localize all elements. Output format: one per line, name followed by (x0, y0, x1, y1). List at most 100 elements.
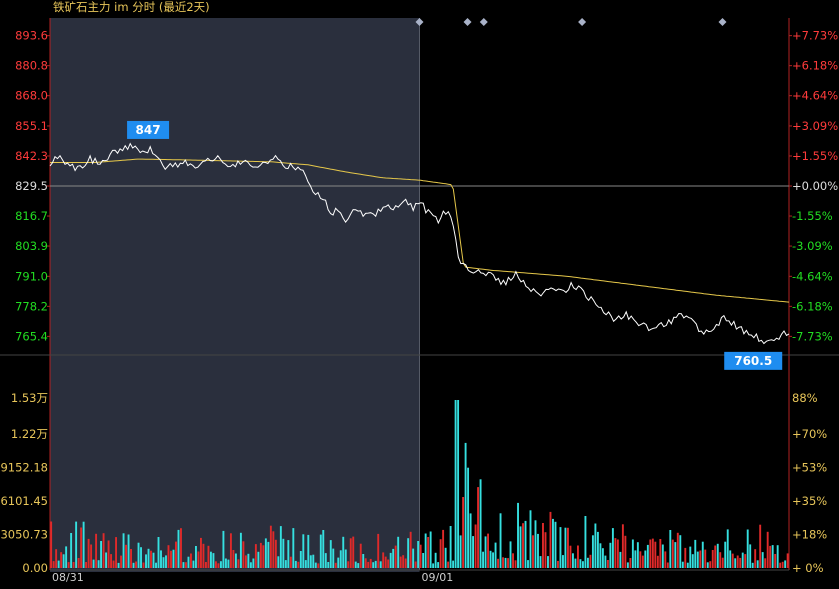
event-marker-icon (463, 18, 472, 26)
volume-bar (62, 554, 65, 568)
volume-bar (731, 553, 734, 568)
price-lines (49, 142, 790, 345)
volume-bar (329, 540, 332, 568)
volume-bar (736, 555, 739, 568)
volume-bar (784, 560, 787, 568)
volume-bar (279, 526, 282, 568)
volume-bar (714, 545, 717, 568)
volume-bar (636, 542, 639, 568)
volume-bar (304, 560, 307, 568)
volume-bar (634, 550, 637, 568)
volume-bar (497, 558, 499, 568)
volume-bar (759, 524, 762, 568)
volume-bar (112, 560, 115, 568)
volume-bar (257, 551, 260, 568)
volume-bar (616, 539, 619, 568)
volume-bar (429, 531, 432, 568)
volume-bar (559, 527, 562, 568)
volume-bar (137, 542, 140, 568)
volume-bar (232, 550, 235, 568)
volume-bar (212, 553, 215, 568)
volume-bar (394, 545, 397, 568)
volume-bar (482, 551, 485, 568)
volume-bar (532, 535, 534, 568)
volume-bar (417, 541, 420, 568)
volume-bar (562, 555, 564, 568)
volume-bar (65, 546, 68, 568)
volume-bar (374, 560, 377, 568)
prior-session-area (50, 18, 420, 572)
volume-bar (719, 552, 722, 568)
volume-pct-label: +70% (792, 427, 827, 441)
volume-bar (70, 533, 73, 568)
volume-bar (741, 552, 744, 568)
volume-bar (187, 556, 190, 568)
price-tick-label: 829.5 (15, 179, 48, 193)
volume-bar (362, 554, 365, 568)
volume-bar (67, 562, 70, 568)
volume-bar (115, 537, 118, 568)
price-badge (127, 120, 170, 139)
volume-bar (571, 553, 574, 568)
event-marker-icon (479, 18, 488, 26)
volume-bar (432, 563, 435, 568)
pct-tick-label: -1.55% (792, 209, 833, 223)
volume-bar (626, 562, 629, 568)
volume-bar (399, 556, 402, 568)
volume-bar (354, 561, 357, 568)
volume-bar (262, 545, 265, 568)
volume-bar (317, 563, 320, 568)
volume-bar (504, 557, 507, 568)
volume-bar (364, 558, 367, 568)
volume-bar (267, 541, 270, 568)
volume-bar (102, 533, 105, 568)
volume-bar (244, 555, 247, 568)
volume-bar (277, 556, 280, 568)
volume-pct-label: +53% (792, 461, 827, 475)
volume-bar (666, 562, 669, 568)
volume-bar (167, 545, 170, 568)
volume-bar (764, 558, 767, 568)
volume-bar (434, 552, 437, 568)
volume-bar (152, 552, 155, 568)
volume-bar (334, 562, 337, 568)
volume-bar (472, 536, 475, 568)
volume-bar (135, 561, 137, 568)
volume-bar (654, 541, 657, 568)
volume-bar (724, 541, 727, 568)
volume-bar (192, 560, 195, 568)
volume-bar (274, 539, 277, 568)
volume-bar (142, 562, 145, 568)
volume-bar (337, 557, 340, 568)
volume-bar (527, 560, 529, 568)
volume-bar (716, 543, 719, 568)
volume-tick-label: 1.22万 (11, 427, 48, 441)
volume-bar (729, 550, 732, 568)
prior-session-shade (50, 18, 420, 572)
volume-bar (214, 561, 217, 568)
volume-bar (557, 560, 559, 568)
axis-labels: 893.6 +7.73% 880.8 +6.18% 868.0 +4.64% 855.1 +3… (0, 29, 838, 584)
volume-bar (92, 559, 95, 568)
volume-bar (594, 523, 597, 568)
volume-tick-label: 6101.45 (0, 494, 48, 508)
volume-bar (302, 534, 305, 568)
volume-bar (242, 541, 245, 568)
volume-bar (499, 513, 502, 568)
volume-bar (464, 442, 467, 568)
volume-bar (125, 544, 127, 568)
volume-bar (549, 511, 552, 568)
volume-bar (314, 562, 317, 568)
price-tick-label: 816.7 (15, 209, 48, 223)
event-marker-icon (718, 18, 727, 26)
volume-bar (219, 561, 222, 568)
volume-bar (207, 545, 210, 568)
volume-bar (704, 549, 707, 568)
pct-tick-label: +4.64% (792, 89, 838, 103)
volume-bar (249, 562, 252, 568)
volume-bar (669, 530, 672, 568)
volume-bar (502, 557, 504, 568)
volume-bar (494, 542, 497, 568)
event-marker-icon (578, 18, 587, 26)
volume-bar (604, 555, 607, 568)
